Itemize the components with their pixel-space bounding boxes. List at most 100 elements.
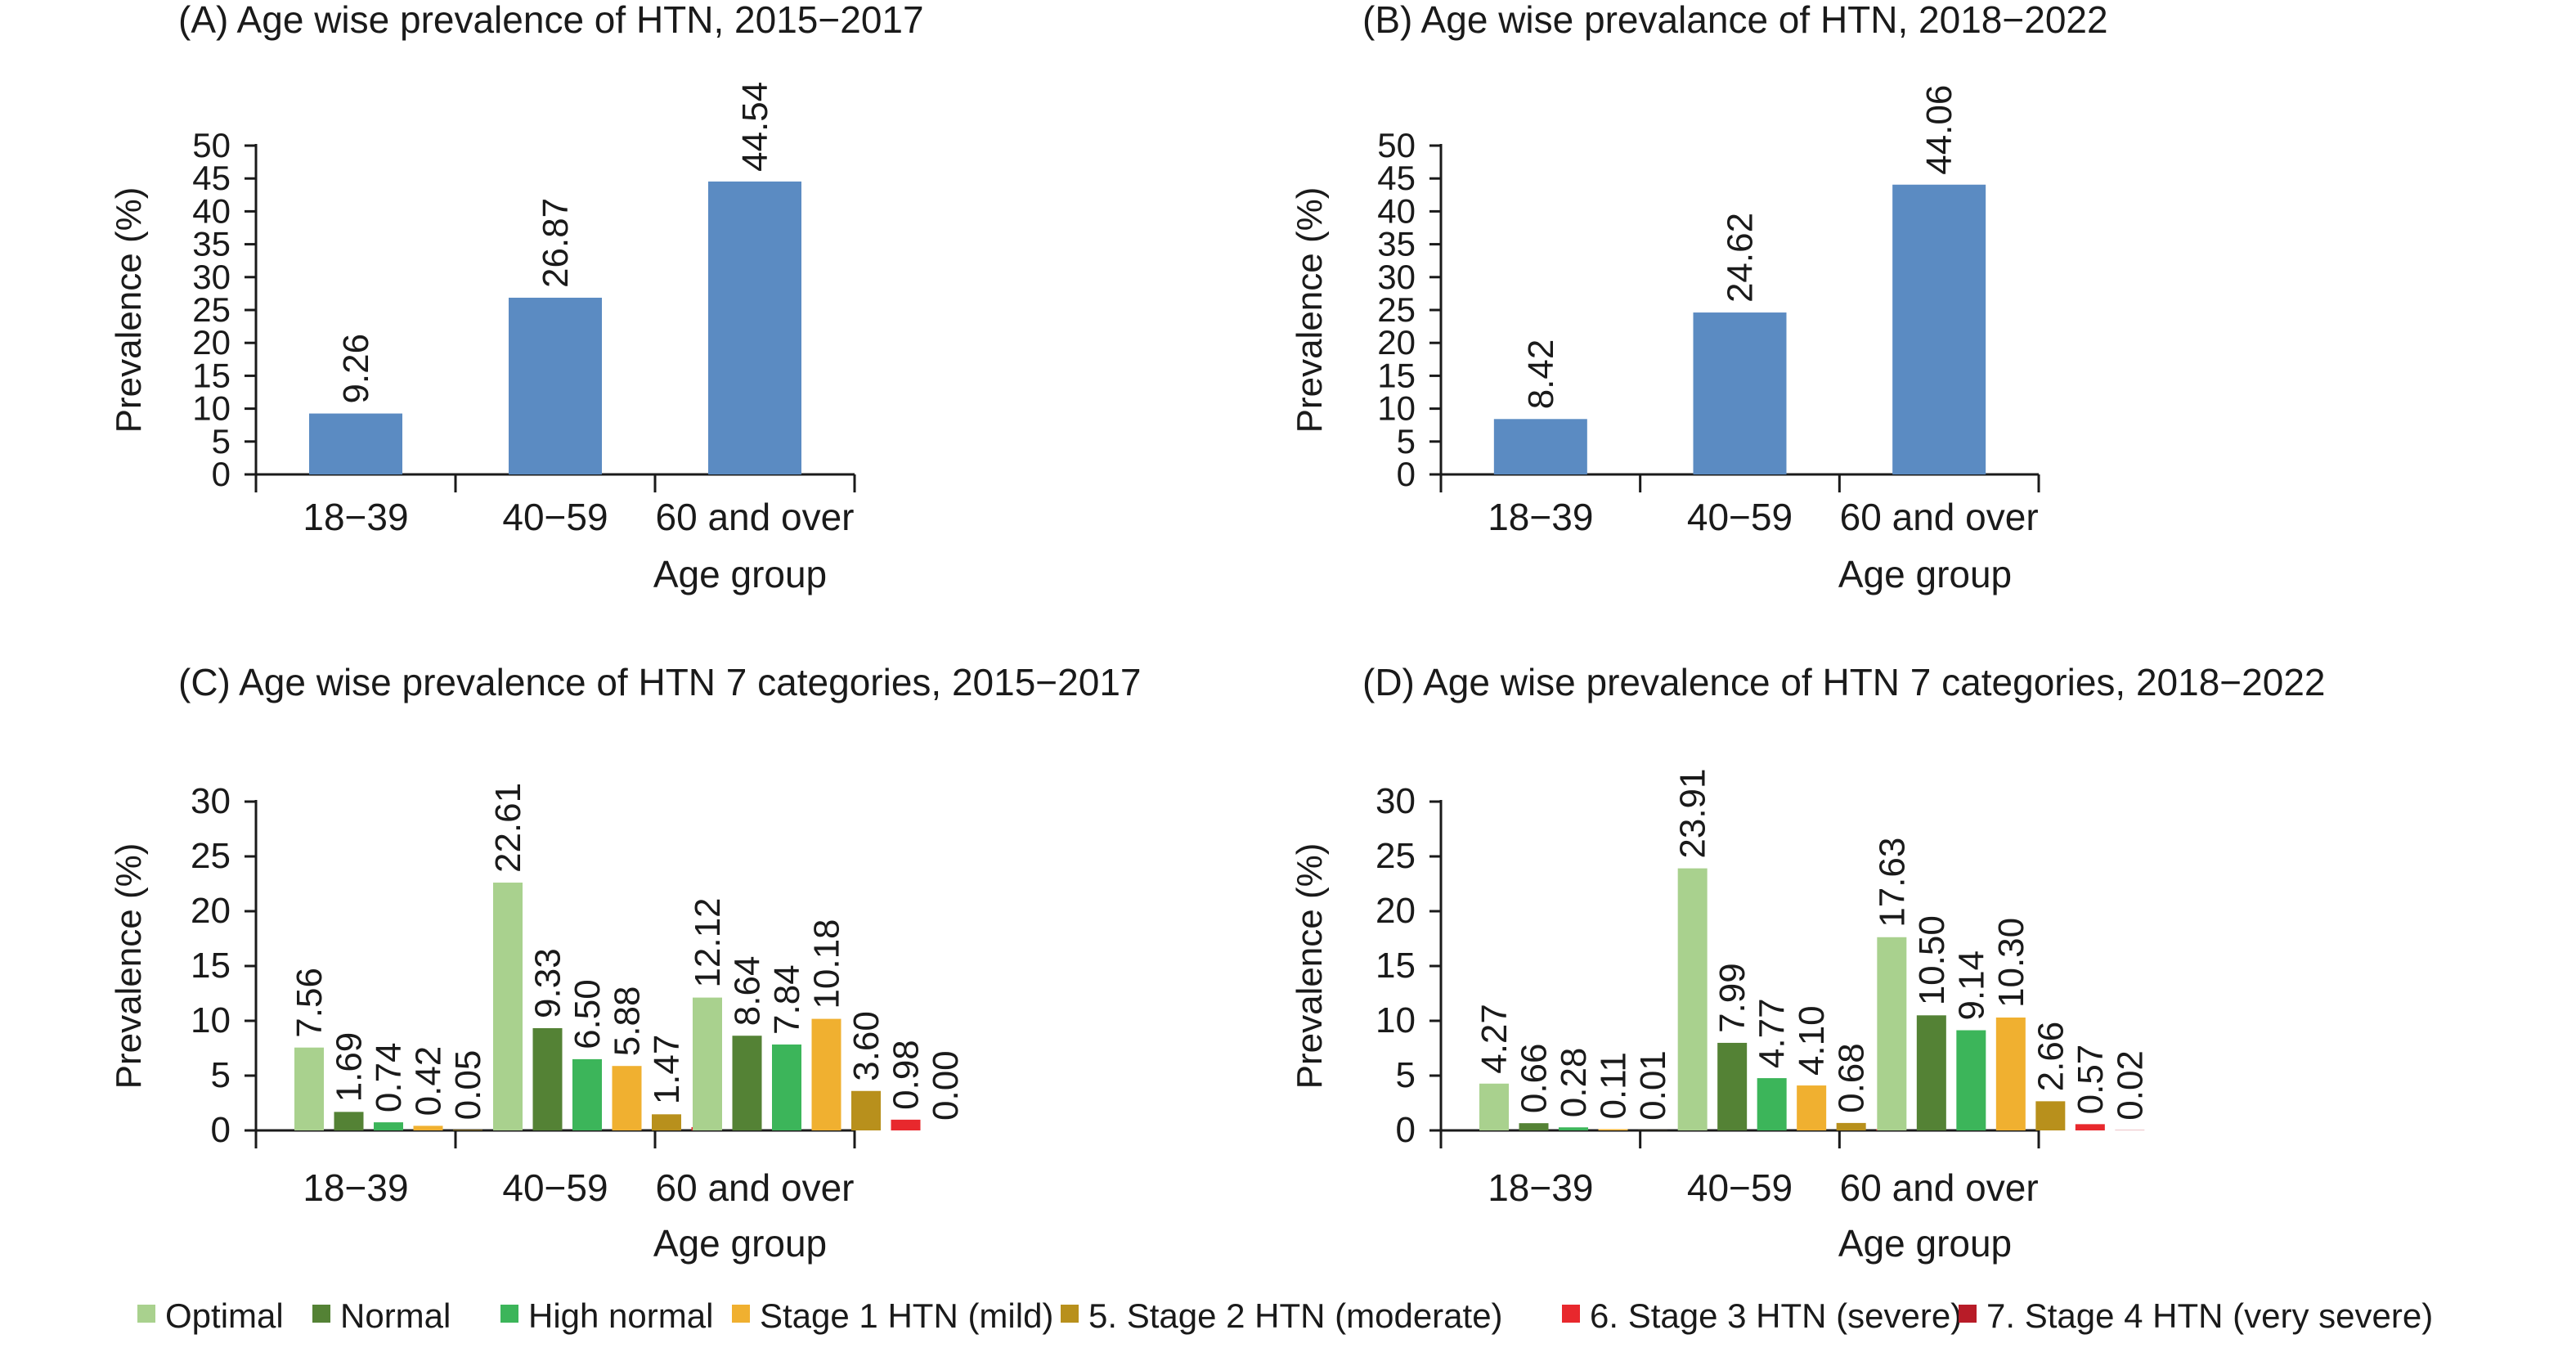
y-axis-label: Prevalence (%) [1290, 843, 1330, 1090]
y-tick-label: 5 [211, 1055, 231, 1095]
y-tick-label: 50 [192, 126, 231, 164]
data-label: 10.50 [1912, 915, 1952, 1005]
x-tick-label: 40−59 [1687, 1166, 1793, 1209]
data-label: 6.50 [568, 979, 608, 1049]
y-axis-label: Prevalence (%) [109, 843, 149, 1090]
y-tick-label: 15 [191, 946, 231, 986]
y-tick-label: 45 [1377, 159, 1416, 197]
x-tick-label: 18−39 [303, 496, 408, 538]
data-label: 8.64 [728, 956, 768, 1027]
bar [2035, 1101, 2066, 1130]
y-tick-label: 30 [191, 781, 231, 821]
bar [1836, 1122, 1866, 1130]
data-label: 0.42 [409, 1046, 449, 1117]
data-label: 1.47 [647, 1035, 687, 1105]
x-tick-label: 18−39 [1488, 496, 1593, 538]
bar [1995, 1017, 2026, 1130]
bar [509, 297, 602, 474]
legend-label: Optimal [165, 1296, 284, 1335]
y-tick-label: 10 [191, 1000, 231, 1040]
x-tick-label: 60 and over [656, 1166, 855, 1209]
y-tick-label: 15 [1376, 946, 1416, 986]
legend-label: High normal [528, 1296, 713, 1335]
data-label: 4.77 [1752, 998, 1793, 1068]
y-tick-label: 45 [192, 159, 231, 197]
y-tick-label: 0 [211, 1110, 231, 1150]
y-tick-label: 20 [192, 323, 231, 362]
data-label: 0.02 [2110, 1050, 2150, 1121]
data-label: 9.26 [336, 334, 376, 404]
data-label: 0.05 [448, 1050, 488, 1121]
bar [612, 1066, 642, 1130]
bar [309, 413, 402, 474]
data-label: 0.00 [926, 1050, 966, 1121]
x-tick-label: 60 and over [1840, 1166, 2039, 1209]
y-tick-label: 35 [1377, 225, 1416, 263]
data-label: 9.33 [528, 948, 568, 1018]
y-tick-label: 0 [212, 455, 231, 493]
bar [693, 997, 722, 1130]
data-label: 17.63 [1872, 838, 1912, 928]
legend-label: 5. Stage 2 HTN (moderate) [1088, 1296, 1503, 1335]
bar [652, 1114, 681, 1130]
x-axis-label: Age group [653, 1222, 827, 1265]
x-tick-label: 40−59 [502, 496, 608, 538]
bar [1757, 1078, 1787, 1130]
data-label: 24.62 [1721, 213, 1761, 303]
legend: Optimal Normal High normal Stage 1 HTN (mil… [137, 1296, 2433, 1335]
data-label: 0.57 [2071, 1045, 2111, 1115]
panel-d: (D) Age wise prevalence of HTN 7 categor… [1290, 661, 2326, 1265]
data-label: 0.68 [1832, 1043, 1872, 1113]
y-tick-label: 5 [1396, 1055, 1416, 1095]
bar [732, 1036, 762, 1130]
data-label: 0.28 [1554, 1048, 1594, 1118]
x-axis-label: Age group [653, 553, 827, 595]
legend-swatch [732, 1305, 750, 1323]
bar [851, 1090, 881, 1130]
data-label: 0.11 [1594, 1052, 1634, 1119]
legend-swatch [1959, 1305, 1977, 1323]
y-tick-label: 5 [212, 422, 231, 461]
y-tick-label: 50 [1377, 126, 1416, 164]
x-tick-label: 60 and over [1840, 496, 2039, 538]
data-label: 44.06 [1919, 85, 1959, 175]
y-axis-label: Prevalence (%) [1290, 187, 1330, 434]
data-label: 7.84 [767, 964, 807, 1035]
bar [294, 1047, 324, 1130]
data-label: 0.01 [1633, 1050, 1673, 1121]
y-tick-label: 10 [192, 389, 231, 428]
panel-a: (A) Age wise prevalence of HTN, 2015−201… [109, 0, 924, 595]
y-tick-label: 15 [1377, 356, 1416, 394]
bar [493, 883, 523, 1130]
y-tick-label: 30 [1377, 258, 1416, 296]
bar [1797, 1085, 1827, 1130]
x-tick-label: 40−59 [502, 1166, 608, 1209]
bar [1693, 312, 1787, 474]
bar [1877, 937, 1907, 1130]
y-tick-label: 35 [192, 225, 231, 263]
bar [1717, 1042, 1748, 1130]
x-tick-label: 18−39 [1488, 1166, 1593, 1209]
bar [772, 1044, 801, 1130]
y-tick-label: 40 [192, 191, 231, 230]
y-tick-label: 10 [1377, 389, 1416, 428]
bar [572, 1058, 602, 1130]
bar [1519, 1123, 1549, 1130]
y-tick-label: 40 [1377, 191, 1416, 230]
y-tick-label: 15 [192, 356, 231, 394]
bar [891, 1119, 921, 1130]
bar [1956, 1030, 1986, 1130]
data-label: 7.56 [289, 968, 330, 1038]
data-label: 12.12 [688, 897, 728, 987]
data-label: 23.91 [1673, 768, 1713, 858]
y-tick-label: 30 [1376, 781, 1416, 821]
bar [2075, 1124, 2105, 1130]
bar [1916, 1015, 1946, 1130]
y-tick-label: 5 [1397, 422, 1416, 461]
chart-title: (C) Age wise prevalence of HTN 7 categor… [178, 661, 1142, 703]
legend-swatch [137, 1305, 155, 1323]
data-label: 8.42 [1521, 339, 1561, 410]
bar [413, 1126, 443, 1130]
y-axis-label: Prevalence (%) [109, 187, 149, 434]
y-tick-label: 25 [192, 290, 231, 329]
